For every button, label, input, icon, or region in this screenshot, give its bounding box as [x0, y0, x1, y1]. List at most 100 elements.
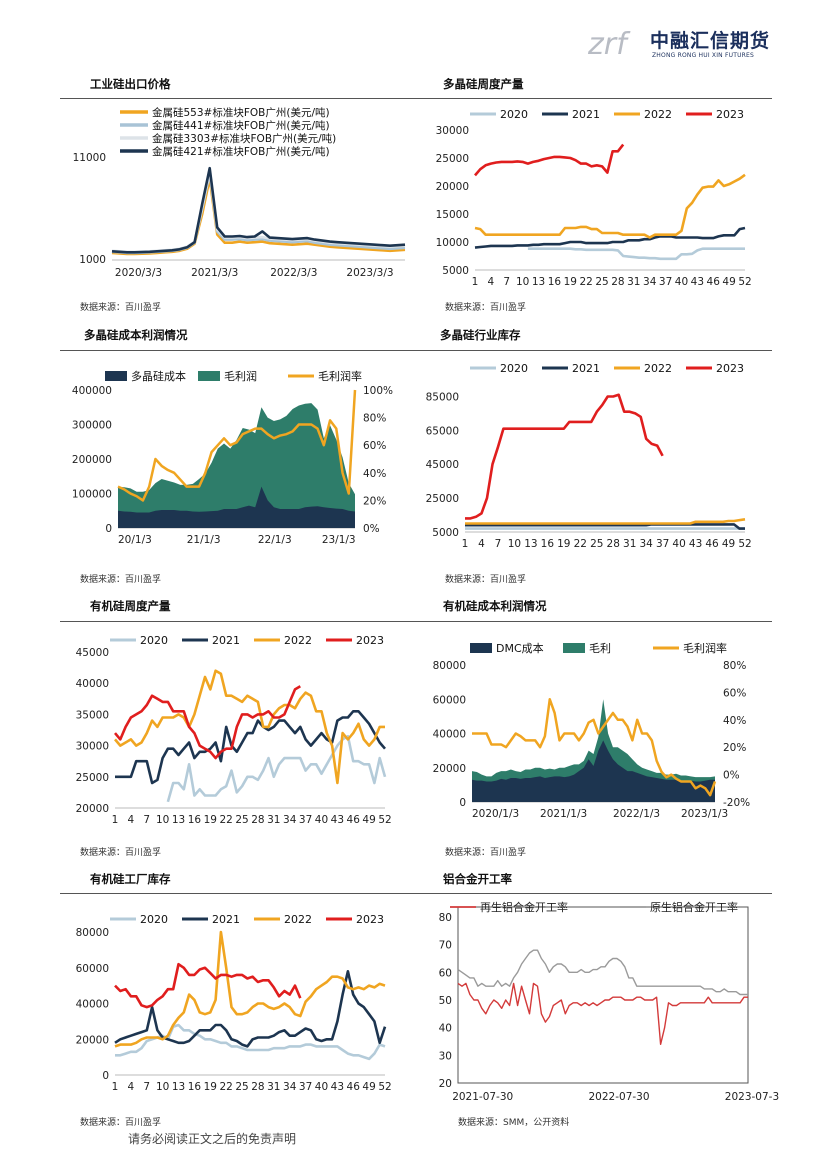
line-series-原生铝合金开工率	[457, 949, 748, 996]
x-tick-label: 13	[524, 538, 537, 550]
source-note-p4: 数据来源：百川盈孚	[445, 575, 527, 585]
y-tick-label: 0	[105, 523, 112, 535]
x-tick-label: 52	[738, 538, 751, 550]
legend-label: 2022	[644, 108, 672, 121]
legend-label: 2021	[572, 362, 600, 375]
line-series-2022	[114, 930, 386, 1048]
y2-tick-label: 40%	[723, 715, 746, 727]
section-divider	[60, 350, 772, 351]
y-tick-label: 20000	[436, 181, 469, 193]
line-series-2023	[114, 685, 301, 760]
legend-label: 2021	[212, 913, 240, 926]
legend-swatch	[198, 371, 220, 381]
brand-subtitle: ZHONG RONG HUI XIN FUTURES	[652, 52, 755, 59]
line-series-2021	[115, 710, 386, 785]
x-tick-label: 25	[235, 814, 248, 826]
line-series-2020	[166, 734, 387, 803]
x-tick-label: 4	[128, 814, 135, 826]
y-tick-label: 1000	[79, 254, 106, 266]
x-tick-label: 10	[516, 276, 529, 288]
x-tick-label: 10	[156, 1081, 169, 1093]
x-tick-label: 28	[251, 1081, 264, 1093]
x-tick-label: 40	[672, 538, 685, 550]
y2-tick-label: 60%	[723, 687, 746, 699]
y-tick-label: 10000	[436, 237, 469, 249]
y-tick-label: 15000	[436, 209, 469, 221]
y-tick-label: 0	[102, 1070, 109, 1082]
x-tick-label: 4	[128, 1081, 135, 1093]
legend-swatch	[105, 371, 127, 381]
chart-polysilicon-cost-profit: 400000 300000 200000 100000 0 100% 80% 60% 40% 20…	[72, 369, 393, 546]
x-tick-label: 31	[267, 814, 280, 826]
legend-label: 2023	[356, 913, 384, 926]
area-series-毛利润	[118, 403, 355, 528]
line-series-2022	[474, 173, 746, 239]
y-tick-label: 60000	[433, 694, 466, 706]
legend-label: 2021	[212, 634, 240, 647]
brand-name: 中融汇信期货	[650, 30, 771, 52]
logo-mark-text: zrf	[587, 27, 631, 62]
x-tick-label: 19	[204, 1081, 217, 1093]
legend-swatch	[470, 643, 492, 653]
x-tick-label: 22	[219, 814, 232, 826]
x-tick-label: 49	[362, 1081, 375, 1093]
x-tick-label: 31	[267, 1081, 280, 1093]
line-series-2020	[527, 247, 745, 261]
x-tick-label: 10	[156, 814, 169, 826]
y-tick-label: 65000	[426, 425, 459, 437]
y-tick-label: 35000	[76, 709, 109, 721]
x-tick-label: 2021/1/3	[540, 808, 587, 820]
y-tick-label: 50	[439, 995, 452, 1007]
y-tick-label: 30000	[436, 125, 469, 137]
panel-title-p6: 有机硅成本利润情况	[443, 599, 547, 613]
panel-title-p2: 多晶硅周度产量	[443, 77, 524, 91]
y-tick-label: 0	[459, 797, 466, 809]
line-series-再生铝合金开工率	[457, 982, 748, 1045]
source-note-p2: 数据来源：百川盈孚	[445, 303, 527, 313]
line-series-2023	[474, 143, 625, 177]
y-tick-label: 100000	[72, 489, 112, 501]
x-tick-label: 28	[251, 814, 264, 826]
x-tick-label: 37	[299, 814, 312, 826]
x-tick-label: 4	[488, 276, 495, 288]
x-tick-label: 31	[627, 276, 640, 288]
x-tick-label: 20/1/3	[118, 534, 152, 546]
x-tick-label: 19	[564, 276, 577, 288]
y2-tick-label: 0%	[723, 770, 740, 782]
line-series-2021	[465, 523, 745, 530]
x-tick-label: 31	[623, 538, 636, 550]
x-tick-label: 2020/3/3	[115, 267, 162, 279]
x-tick-label: 52	[738, 276, 751, 288]
plot-frame	[457, 906, 749, 1084]
line-series-金属硅421#标准块FOB广州(美元/吨)	[111, 166, 406, 254]
y-tick-label: 20000	[76, 1034, 109, 1046]
legend-label: 2022	[284, 913, 312, 926]
y-tick-label: 80000	[76, 927, 109, 939]
legend-label: DMC成本	[496, 641, 544, 655]
x-tick-label: 16	[188, 1081, 202, 1093]
legend-label: 2020	[140, 913, 168, 926]
chart-organosilicon-factory-inventory: 80000 60000 40000 20000 01 4 7 10 13 16 19 22 25 28 31…	[76, 913, 392, 1093]
x-tick-label: 25	[235, 1081, 248, 1093]
line-series-2023	[465, 393, 664, 520]
x-tick-label: 2022/3/3	[270, 267, 317, 279]
source-note-p8: 数据来源：SMM，公开资料	[458, 1118, 570, 1128]
x-tick-label: 49	[722, 538, 735, 550]
x-tick-label: 25	[590, 538, 603, 550]
section-divider	[60, 893, 772, 894]
x-tick-label: 2023/3/3	[346, 267, 393, 279]
area-series-多晶硅成本	[118, 486, 355, 528]
x-tick-label: 7	[143, 814, 150, 826]
x-tick-label: 1	[112, 814, 119, 826]
x-tick-label: 2020/1/3	[472, 808, 519, 820]
y2-tick-label: 80%	[723, 660, 746, 672]
x-tick-label: 19	[557, 538, 570, 550]
x-tick-label: 52	[378, 1081, 391, 1093]
x-tick-label: 13	[532, 276, 545, 288]
legend-label: 2022	[284, 634, 312, 647]
y-tick-label: 80	[439, 912, 452, 924]
legend-label: 2020	[140, 634, 168, 647]
legend-label: 2020	[500, 362, 528, 375]
section-divider	[60, 98, 772, 99]
panel-title-p3: 多晶硅成本利润情况	[84, 328, 188, 342]
